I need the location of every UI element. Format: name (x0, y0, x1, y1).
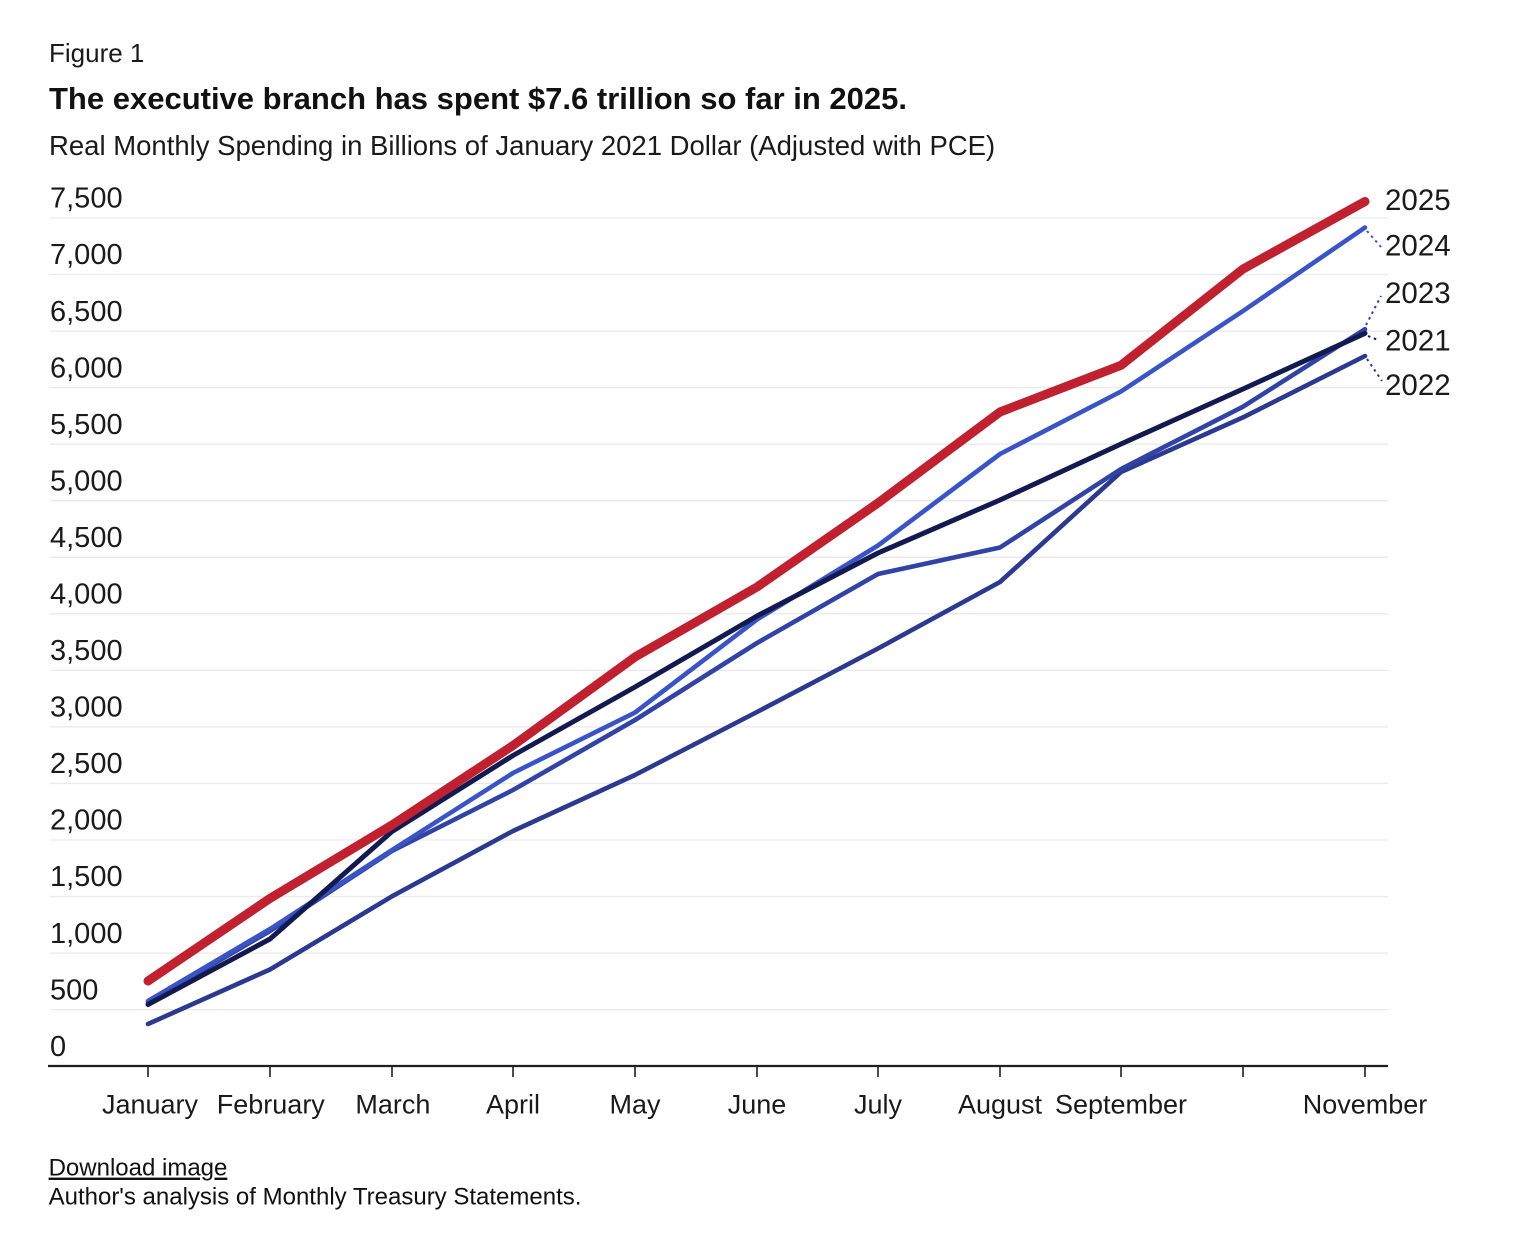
svg-text:2,500: 2,500 (50, 748, 123, 780)
svg-text:4,000: 4,000 (50, 579, 123, 611)
svg-text:7,000: 7,000 (50, 239, 123, 271)
svg-text:2023: 2023 (1385, 277, 1451, 310)
svg-text:November: November (1303, 1090, 1428, 1120)
svg-text:Figure 1: Figure 1 (49, 38, 144, 68)
svg-text:7,500: 7,500 (50, 183, 123, 215)
svg-text:January: January (102, 1090, 199, 1120)
svg-text:500: 500 (50, 974, 98, 1006)
svg-text:0: 0 (50, 1031, 66, 1063)
svg-text:Author's analysis of Monthly T: Author's analysis of Monthly Treasury St… (49, 1184, 582, 1211)
svg-text:July: July (854, 1090, 903, 1120)
svg-text:3,000: 3,000 (50, 692, 123, 724)
svg-text:5,500: 5,500 (50, 409, 123, 441)
svg-text:6,500: 6,500 (50, 296, 123, 328)
svg-text:2,000: 2,000 (50, 805, 123, 837)
svg-text:6,000: 6,000 (50, 352, 123, 384)
svg-text:2025: 2025 (1385, 184, 1451, 217)
svg-text:Real Monthly Spending in Billi: Real Monthly Spending in Billions of Jan… (49, 130, 995, 161)
svg-text:2022: 2022 (1385, 369, 1451, 402)
svg-text:April: April (486, 1090, 540, 1120)
svg-text:1,500: 1,500 (50, 861, 123, 893)
svg-text:June: June (728, 1090, 787, 1120)
svg-text:2024: 2024 (1385, 230, 1451, 263)
svg-text:February: February (217, 1090, 326, 1120)
svg-text:September: September (1055, 1090, 1187, 1120)
svg-text:1,000: 1,000 (50, 918, 123, 950)
svg-text:March: March (355, 1090, 430, 1120)
svg-text:4,500: 4,500 (50, 522, 123, 554)
svg-text:5,000: 5,000 (50, 465, 123, 497)
svg-text:May: May (609, 1090, 661, 1120)
svg-text:The executive branch has spent: The executive branch has spent $7.6 tril… (49, 81, 907, 116)
svg-text:August: August (958, 1090, 1043, 1120)
svg-text:Download image: Download image (49, 1155, 228, 1182)
svg-text:2021: 2021 (1385, 325, 1451, 358)
svg-text:3,500: 3,500 (50, 635, 123, 667)
